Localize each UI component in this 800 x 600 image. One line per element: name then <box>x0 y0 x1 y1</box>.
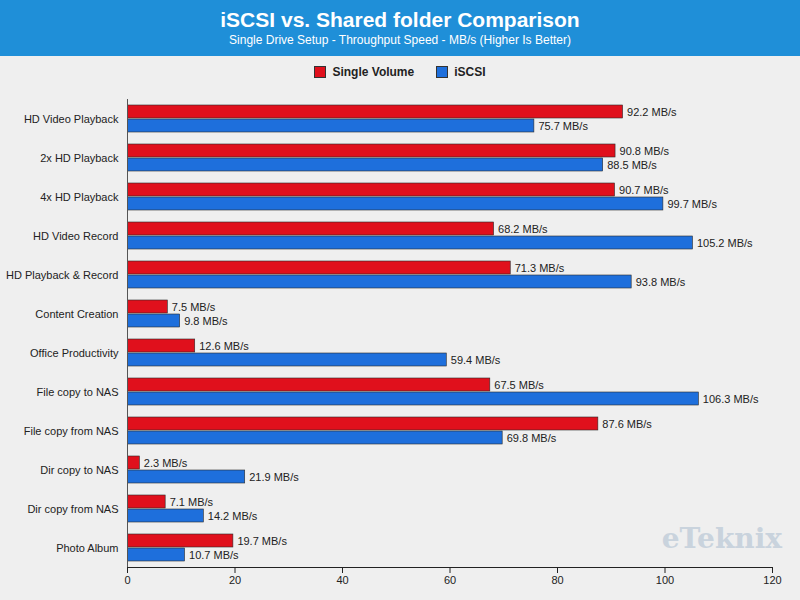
svg-text:99.7 MB/s: 99.7 MB/s <box>667 198 717 210</box>
svg-text:87.6 MB/s: 87.6 MB/s <box>602 418 652 430</box>
svg-text:Content Creation: Content Creation <box>35 308 118 320</box>
svg-text:File copy from NAS: File copy from NAS <box>24 425 119 437</box>
svg-text:12.6 MB/s: 12.6 MB/s <box>199 340 249 352</box>
svg-text:HD Playback & Record: HD Playback & Record <box>6 269 119 281</box>
html-text:iSCSI vs. Shared folder Compar: iSCSI vs. Shared folder Comparison <box>220 8 580 31</box>
svg-text:2.3 MB/s: 2.3 MB/s <box>144 457 188 469</box>
svg-text:Office Productivity: Office Productivity <box>30 347 119 359</box>
svg-text:80: 80 <box>551 574 563 586</box>
svg-text:7.5 MB/s: 7.5 MB/s <box>172 301 216 313</box>
svg-text:93.8 MB/s: 93.8 MB/s <box>636 276 686 288</box>
svg-text:14.2 MB/s: 14.2 MB/s <box>208 510 258 522</box>
svg-text:88.5 MB/s: 88.5 MB/s <box>607 159 657 171</box>
svg-text:2x HD Playback: 2x HD Playback <box>40 152 119 164</box>
svg-text:Dir copy from NAS: Dir copy from NAS <box>27 503 118 515</box>
svg-text:0: 0 <box>124 574 130 586</box>
svg-text:9.8 MB/s: 9.8 MB/s <box>184 315 228 327</box>
svg-text:HD Video Record: HD Video Record <box>33 230 118 242</box>
svg-text:21.9 MB/s: 21.9 MB/s <box>249 471 299 483</box>
svg-text:71.3 MB/s: 71.3 MB/s <box>515 262 565 274</box>
html-text:Single Drive Setup - Throughpu: Single Drive Setup - Throughput Speed - … <box>229 33 571 47</box>
svg-text:4x HD Playback: 4x HD Playback <box>40 191 119 203</box>
svg-text:10.7 MB/s: 10.7 MB/s <box>189 549 239 561</box>
svg-text:File copy to NAS: File copy to NAS <box>37 386 119 398</box>
svg-text:Photo Album: Photo Album <box>56 542 118 554</box>
html-text:eTeknix: eTeknix <box>661 522 782 555</box>
svg-text:67.5 MB/s: 67.5 MB/s <box>494 379 544 391</box>
svg-text:20: 20 <box>229 574 241 586</box>
svg-text:100: 100 <box>656 574 674 586</box>
html-text:Single Volume: Single Volume <box>332 65 415 79</box>
svg-text:105.2 MB/s: 105.2 MB/s <box>697 237 753 249</box>
svg-text:75.7 MB/s: 75.7 MB/s <box>538 120 588 132</box>
svg-text:90.8 MB/s: 90.8 MB/s <box>620 145 670 157</box>
svg-text:Dir copy to NAS: Dir copy to NAS <box>40 464 118 476</box>
svg-text:59.4 MB/s: 59.4 MB/s <box>451 354 501 366</box>
svg-text:19.7 MB/s: 19.7 MB/s <box>237 535 287 547</box>
svg-text:106.3 MB/s: 106.3 MB/s <box>703 393 759 405</box>
svg-text:60: 60 <box>444 574 456 586</box>
html-text:iSCSI: iSCSI <box>454 65 486 79</box>
svg-text:92.2 MB/s: 92.2 MB/s <box>627 106 677 118</box>
svg-text:7.1 MB/s: 7.1 MB/s <box>170 496 214 508</box>
svg-text:HD Video Playback: HD Video Playback <box>24 113 119 125</box>
svg-text:120: 120 <box>763 574 781 586</box>
svg-text:90.7 MB/s: 90.7 MB/s <box>619 184 669 196</box>
svg-text:40: 40 <box>336 574 348 586</box>
svg-text:69.8 MB/s: 69.8 MB/s <box>507 432 557 444</box>
svg-text:68.2 MB/s: 68.2 MB/s <box>498 223 548 235</box>
